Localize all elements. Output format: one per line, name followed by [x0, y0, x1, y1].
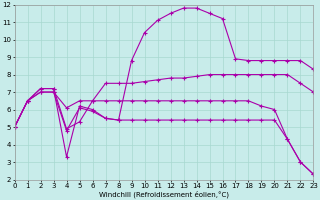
X-axis label: Windchill (Refroidissement éolien,°C): Windchill (Refroidissement éolien,°C): [99, 190, 229, 198]
